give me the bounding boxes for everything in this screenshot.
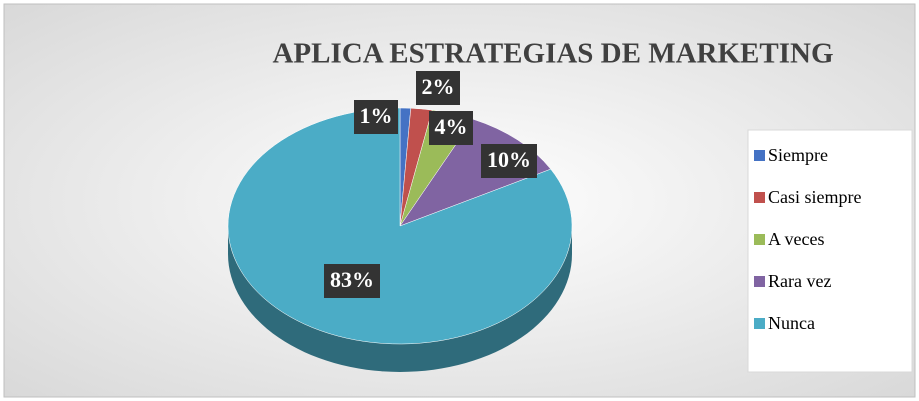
chart-title: APLICA ESTRATEGIAS DE MARKETING xyxy=(272,38,833,70)
data-label: 4% xyxy=(435,114,468,139)
legend-swatch xyxy=(754,150,765,161)
data-label: 83% xyxy=(330,267,374,292)
legend-label: Siempre xyxy=(768,145,828,165)
data-label: 2% xyxy=(422,74,455,99)
data-label: 1% xyxy=(360,103,393,128)
legend-swatch xyxy=(754,192,765,203)
legend-swatch xyxy=(754,318,765,329)
data-label-box xyxy=(416,71,460,105)
legend xyxy=(747,129,913,373)
legend-label: A veces xyxy=(768,229,824,249)
legend-label: Rara vez xyxy=(768,271,831,291)
data-label-box xyxy=(324,264,380,298)
data-label-box xyxy=(429,111,473,145)
legend-swatch xyxy=(754,276,765,287)
data-label: 10% xyxy=(487,147,531,172)
slice xyxy=(227,107,573,345)
legend-label: Casi siempre xyxy=(768,187,861,207)
data-label-box xyxy=(354,100,398,134)
legend-label: Nunca xyxy=(768,313,815,333)
legend-swatch xyxy=(754,234,765,245)
slice-side xyxy=(228,226,572,372)
data-label-box xyxy=(481,144,537,178)
